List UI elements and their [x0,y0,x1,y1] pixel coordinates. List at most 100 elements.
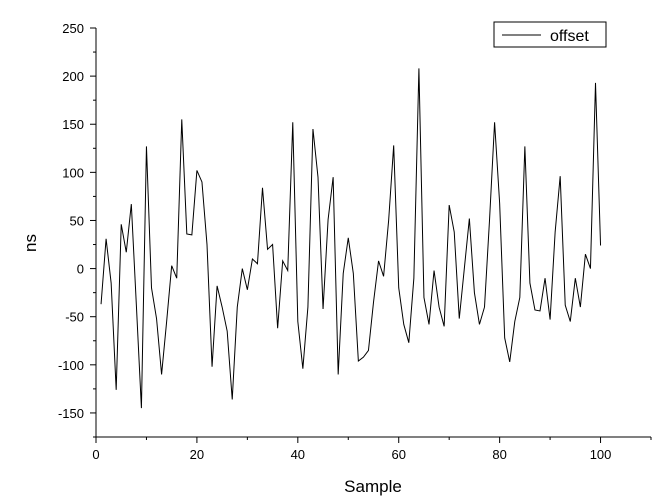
data-point [449,205,450,206]
data-point [600,245,601,246]
x-axis-title: Sample [344,477,402,496]
data-point [479,324,480,325]
data-point [595,82,596,83]
data-point [383,276,384,277]
data-point [524,146,525,147]
data-point [186,233,187,234]
data-point [459,318,460,319]
data-point [398,287,399,288]
data-point [514,321,515,322]
data-point [550,319,551,320]
data-point [444,326,445,327]
data-point [393,145,394,146]
y-axis: -150 -100 -50 0 50 100 150 200 250 [58,21,96,438]
data-point [423,297,424,298]
legend-label-offset: offset [550,28,589,45]
data-point [434,270,435,271]
data-point [378,260,379,261]
data-point [151,287,152,288]
data-point [353,273,354,274]
data-point [267,249,268,250]
x-axis: 0 20 40 60 80 100 [92,437,652,462]
data-point [287,270,288,271]
y-tick-label: -100 [58,358,84,373]
data-point [494,122,495,123]
data-point [196,170,197,171]
data-point [418,68,419,69]
data-point [555,232,556,233]
data-point [217,285,218,286]
data-point [408,342,409,343]
data-point [257,263,258,264]
y-tick-label: 50 [70,213,84,228]
data-point [489,219,490,220]
data-point [348,237,349,238]
data-point [126,252,127,253]
data-point [161,374,162,375]
data-point [181,119,182,120]
data-point [232,399,233,400]
x-tick-label: 60 [391,447,405,462]
data-point [312,129,313,130]
data-point [358,360,359,361]
x-tick-label: 20 [190,447,204,462]
y-tick-label: -50 [65,310,84,325]
data-point [565,305,566,306]
data-point [529,283,530,284]
data-point [146,146,147,147]
data-point [368,350,369,351]
data-point [166,321,167,322]
data-point [585,254,586,255]
data-point [333,177,334,178]
data-point [262,187,263,188]
data-point [212,366,213,367]
y-axis-title: ns [21,234,40,252]
y-tick-label: 250 [62,21,84,36]
data-point [171,265,172,266]
data-point [307,307,308,308]
data-point [121,224,122,225]
data-point [106,238,107,239]
data-point [343,273,344,274]
data-point [580,307,581,308]
data-point [519,297,520,298]
data-point [388,220,389,221]
data-point [570,321,571,322]
data-point [509,361,510,362]
data-point [282,260,283,261]
y-tick-label: -150 [58,406,84,421]
y-tick-label: 150 [62,117,84,132]
data-point [545,278,546,279]
y-tick-label: 100 [62,165,84,180]
legend: offset [493,21,607,48]
data-point [464,268,465,269]
data-point [242,268,243,269]
data-point [111,283,112,284]
data-point [131,204,132,205]
data-point [429,324,430,325]
data-point [534,309,535,310]
data-point [302,368,303,369]
x-tick-label: 0 [92,447,99,462]
data-point [484,307,485,308]
x-tick-label: 80 [492,447,506,462]
series-points [101,68,602,409]
data-point [474,292,475,293]
data-point [141,408,142,409]
data-point [101,304,102,305]
data-point [247,289,248,290]
data-point [560,176,561,177]
series-line-offset [100,68,602,409]
data-point [116,389,117,390]
data-point [439,307,440,308]
data-point [222,307,223,308]
data-point [176,278,177,279]
data-point [191,234,192,235]
data-point [227,331,228,332]
y-tick-label: 200 [62,69,84,84]
data-point [136,305,137,306]
data-point [237,307,238,308]
data-point [297,321,298,322]
data-point [277,328,278,329]
